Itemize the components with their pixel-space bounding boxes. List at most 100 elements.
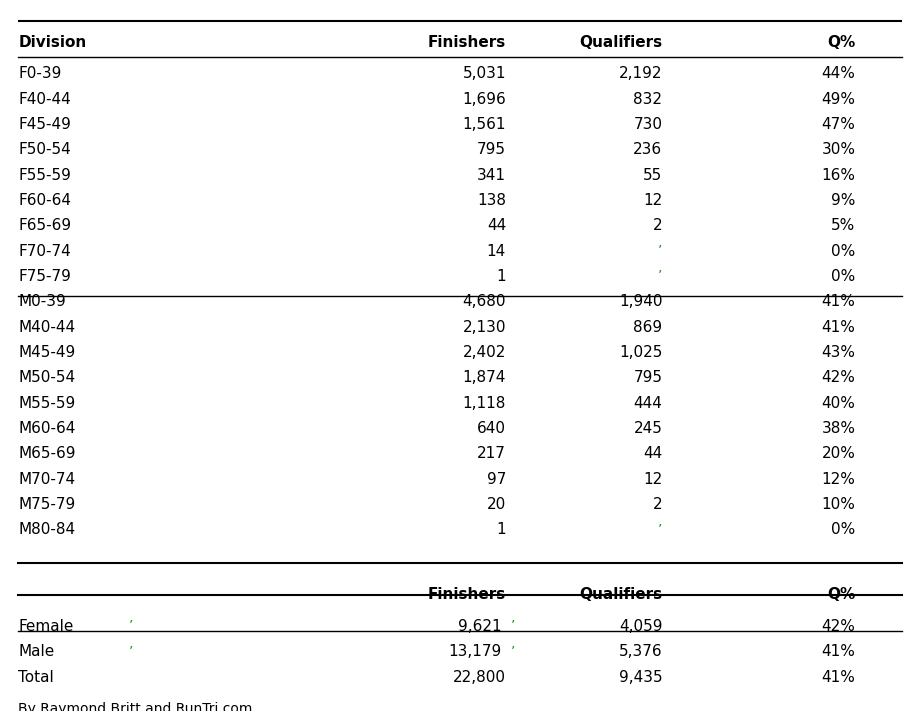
Text: M45-49: M45-49	[18, 345, 75, 360]
Text: 2,192: 2,192	[618, 66, 662, 81]
Text: M70-74: M70-74	[18, 471, 75, 486]
Text: 138: 138	[476, 193, 505, 208]
Text: M75-79: M75-79	[18, 497, 75, 512]
Text: 0%: 0%	[831, 523, 855, 538]
Text: ’: ’	[129, 619, 133, 634]
Text: 2: 2	[652, 497, 662, 512]
Text: Finishers: Finishers	[427, 35, 505, 50]
Text: F60-64: F60-64	[18, 193, 72, 208]
Text: 1,025: 1,025	[618, 345, 662, 360]
Text: By Raymond Britt and RunTri.com: By Raymond Britt and RunTri.com	[18, 702, 253, 711]
Text: 1,696: 1,696	[461, 92, 505, 107]
Text: 44: 44	[642, 447, 662, 461]
Text: F55-59: F55-59	[18, 168, 71, 183]
Text: F50-54: F50-54	[18, 142, 71, 157]
Text: 44%: 44%	[821, 66, 855, 81]
Text: 1,874: 1,874	[462, 370, 505, 385]
Text: 5,376: 5,376	[618, 644, 662, 659]
Text: ’: ’	[510, 619, 515, 634]
Text: ’: ’	[129, 645, 133, 659]
Text: 47%: 47%	[821, 117, 855, 132]
Text: 0%: 0%	[831, 244, 855, 259]
Text: M60-64: M60-64	[18, 421, 75, 436]
Text: 43%: 43%	[821, 345, 855, 360]
Text: ’: ’	[657, 269, 662, 284]
Text: 1,561: 1,561	[462, 117, 505, 132]
Text: 42%: 42%	[821, 619, 855, 634]
Text: Female: Female	[18, 619, 74, 634]
Text: 20%: 20%	[821, 447, 855, 461]
Text: Male: Male	[18, 644, 54, 659]
Text: 5%: 5%	[831, 218, 855, 233]
Text: 2,402: 2,402	[462, 345, 505, 360]
Text: Total: Total	[18, 670, 54, 685]
Text: 640: 640	[476, 421, 505, 436]
Text: 42%: 42%	[821, 370, 855, 385]
Text: 40%: 40%	[821, 395, 855, 411]
Text: 0%: 0%	[831, 269, 855, 284]
Text: 30%: 30%	[821, 142, 855, 157]
Text: ’: ’	[510, 645, 515, 659]
Text: 1: 1	[496, 269, 505, 284]
Text: 245: 245	[633, 421, 662, 436]
Text: 49%: 49%	[821, 92, 855, 107]
Text: 44: 44	[486, 218, 505, 233]
Text: 4,059: 4,059	[618, 619, 662, 634]
Text: 41%: 41%	[821, 670, 855, 685]
Text: 9,621: 9,621	[458, 619, 501, 634]
Text: 341: 341	[476, 168, 505, 183]
Text: 795: 795	[632, 370, 662, 385]
Text: ’: ’	[657, 523, 662, 537]
Text: 41%: 41%	[821, 320, 855, 335]
Text: Qualifiers: Qualifiers	[579, 587, 662, 602]
Text: 1: 1	[496, 523, 505, 538]
Text: 2,130: 2,130	[462, 320, 505, 335]
Text: 869: 869	[632, 320, 662, 335]
Text: 5,031: 5,031	[462, 66, 505, 81]
Text: 12: 12	[642, 193, 662, 208]
Text: F0-39: F0-39	[18, 66, 62, 81]
Text: 9%: 9%	[831, 193, 855, 208]
Text: 795: 795	[476, 142, 505, 157]
Text: 22,800: 22,800	[452, 670, 505, 685]
Text: Q%: Q%	[826, 35, 855, 50]
Text: 1,940: 1,940	[618, 294, 662, 309]
Text: F40-44: F40-44	[18, 92, 71, 107]
Text: F75-79: F75-79	[18, 269, 71, 284]
Text: 217: 217	[477, 447, 505, 461]
Text: Q%: Q%	[826, 587, 855, 602]
Text: 97: 97	[486, 471, 505, 486]
Text: 20: 20	[486, 497, 505, 512]
Text: ’: ’	[657, 244, 662, 258]
Text: M65-69: M65-69	[18, 447, 76, 461]
Text: M40-44: M40-44	[18, 320, 75, 335]
Text: Division: Division	[18, 35, 86, 50]
Text: 38%: 38%	[821, 421, 855, 436]
Text: 10%: 10%	[821, 497, 855, 512]
Text: Finishers: Finishers	[427, 587, 505, 602]
Text: F70-74: F70-74	[18, 244, 71, 259]
Text: 444: 444	[633, 395, 662, 411]
Text: 9,435: 9,435	[618, 670, 662, 685]
Text: 2: 2	[652, 218, 662, 233]
Text: 12: 12	[642, 471, 662, 486]
Text: 236: 236	[632, 142, 662, 157]
Text: 13,179: 13,179	[448, 644, 501, 659]
Text: Qualifiers: Qualifiers	[579, 35, 662, 50]
Text: F65-69: F65-69	[18, 218, 72, 233]
Text: M55-59: M55-59	[18, 395, 75, 411]
Text: 1,118: 1,118	[462, 395, 505, 411]
Text: 4,680: 4,680	[462, 294, 505, 309]
Text: 14: 14	[486, 244, 505, 259]
Text: M80-84: M80-84	[18, 523, 75, 538]
Text: M50-54: M50-54	[18, 370, 75, 385]
Text: 41%: 41%	[821, 294, 855, 309]
Text: 832: 832	[632, 92, 662, 107]
Text: 730: 730	[632, 117, 662, 132]
Text: F45-49: F45-49	[18, 117, 71, 132]
Text: 12%: 12%	[821, 471, 855, 486]
Text: 55: 55	[642, 168, 662, 183]
Text: M0-39: M0-39	[18, 294, 66, 309]
Text: 41%: 41%	[821, 644, 855, 659]
Text: 16%: 16%	[821, 168, 855, 183]
